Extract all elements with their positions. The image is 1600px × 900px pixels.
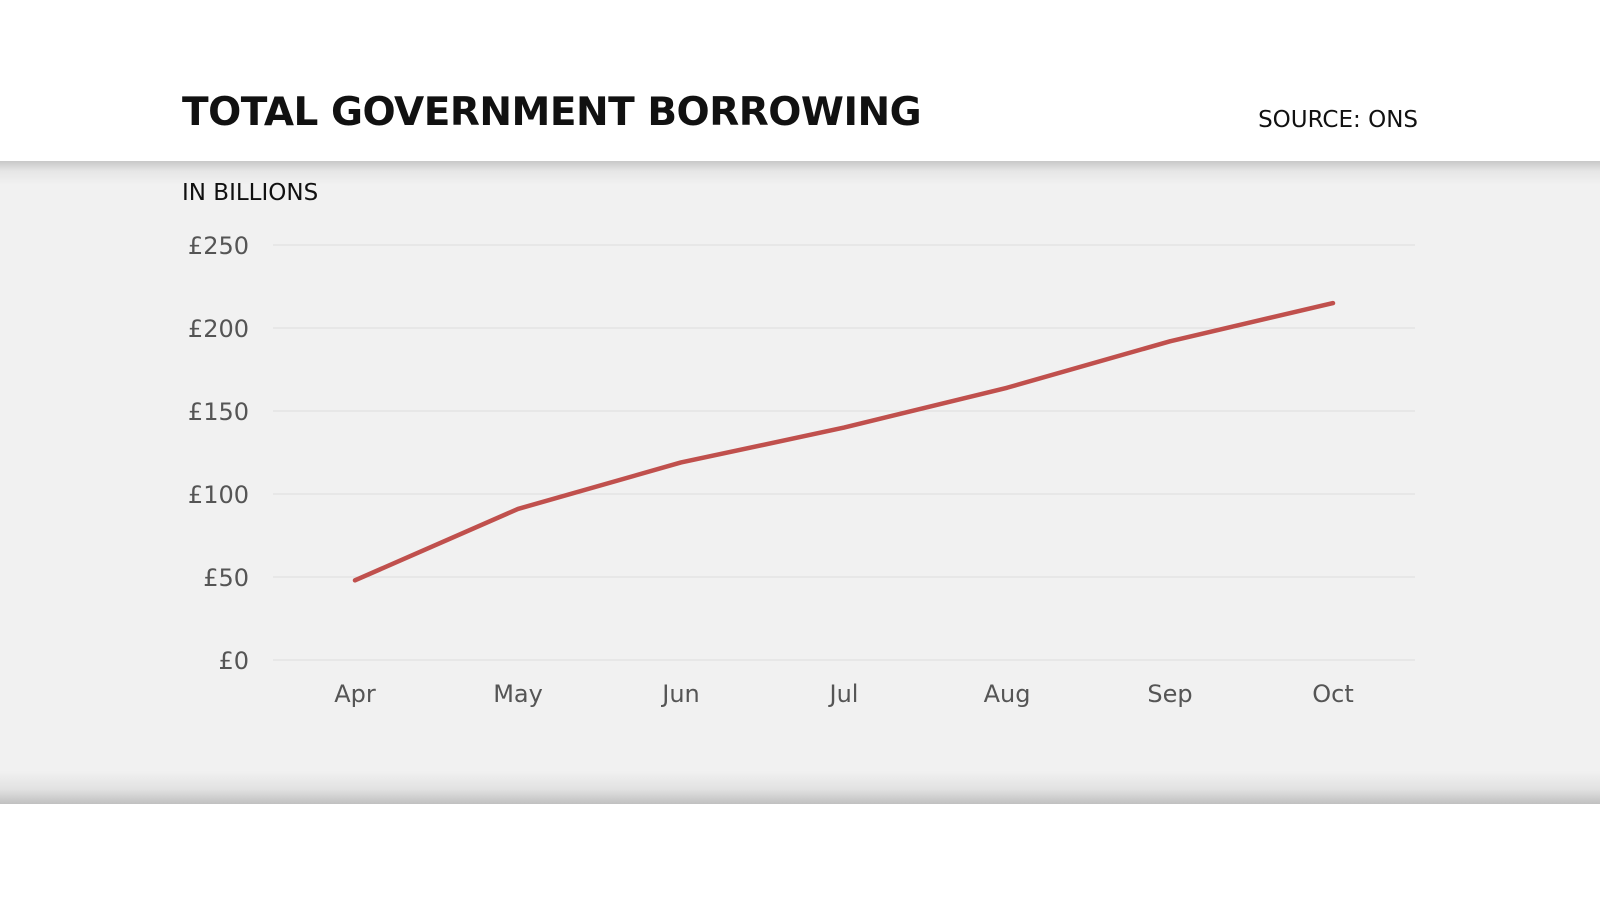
- y-tick-label: £150: [188, 398, 249, 426]
- data-point: [1331, 301, 1335, 306]
- y-tick-label: £100: [188, 481, 249, 509]
- data-point: [842, 425, 846, 430]
- x-tick-label: May: [493, 680, 543, 708]
- x-tick-label: Aug: [984, 680, 1031, 708]
- source-label: SOURCE: ONS: [1258, 107, 1418, 133]
- x-tick-label: Apr: [334, 680, 376, 708]
- x-tick-label: Jul: [828, 680, 859, 708]
- chart-title: TOTAL GOVERNMENT BORROWING: [182, 90, 922, 135]
- data-point: [1168, 339, 1172, 344]
- y-tick-label: £0: [218, 647, 249, 675]
- header-bar: TOTAL GOVERNMENT BORROWING SOURCE: ONS: [0, 0, 1600, 161]
- x-tick-label: Jun: [660, 680, 700, 708]
- borrowing-series-line: [352, 300, 1336, 583]
- x-tick-label: Oct: [1312, 680, 1354, 708]
- data-point: [353, 578, 357, 583]
- y-tick-label: £200: [188, 315, 249, 343]
- y-tick-label: £250: [188, 232, 249, 260]
- chart-panel: [0, 161, 1600, 804]
- data-point: [1005, 385, 1009, 390]
- unit-label: IN BILLIONS: [182, 180, 319, 206]
- y-tick-label: £50: [203, 564, 249, 592]
- data-point: [679, 460, 683, 465]
- x-tick-label: Sep: [1147, 680, 1192, 708]
- data-point: [516, 506, 520, 511]
